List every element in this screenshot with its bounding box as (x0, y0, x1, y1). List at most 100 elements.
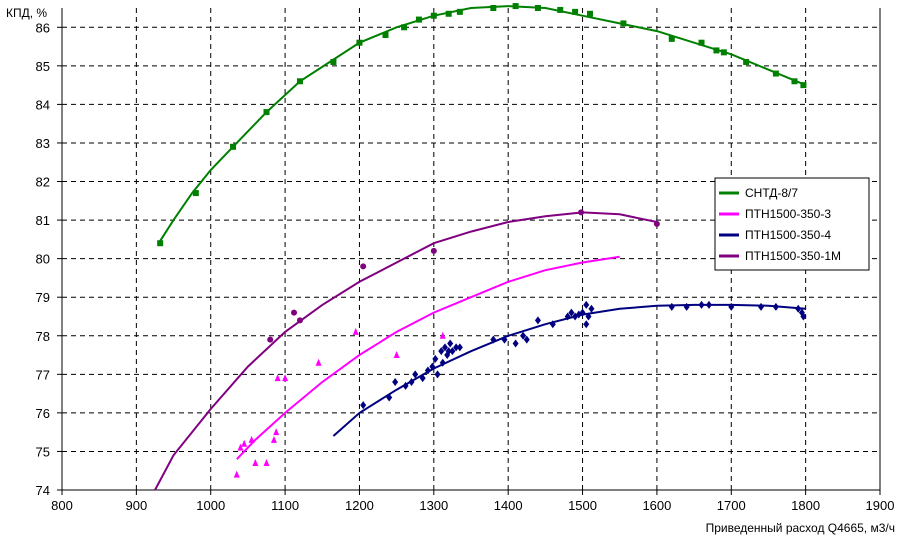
x-tick-label: 800 (51, 498, 73, 513)
data-point (432, 354, 439, 363)
data-point (424, 366, 431, 375)
data-point (720, 49, 727, 56)
x-tick-label: 1900 (866, 498, 895, 513)
data-point (772, 70, 779, 77)
series-line (154, 211, 658, 491)
data-point (512, 339, 519, 348)
data-point (430, 12, 437, 19)
data-point (315, 358, 322, 366)
data-point (386, 393, 393, 402)
data-point (572, 8, 579, 15)
y-tick-label: 84 (36, 97, 50, 112)
data-point (501, 335, 508, 344)
series-line (236, 255, 620, 460)
legend-label: ПТН1500-350-1М (745, 249, 841, 263)
x-tick-label: 1000 (196, 498, 225, 513)
legend-label: ПТН1500-350-3 (745, 207, 831, 221)
data-point (401, 24, 408, 31)
data-point (296, 78, 303, 85)
data-point (578, 209, 585, 216)
data-point (330, 58, 337, 65)
data-point (456, 343, 463, 352)
data-point (512, 3, 519, 10)
data-point (392, 378, 399, 387)
data-point (445, 10, 452, 17)
data-point (586, 10, 593, 17)
y-tick-label: 75 (36, 444, 50, 459)
x-tick-label: 900 (126, 498, 148, 513)
data-point (758, 302, 765, 311)
legend-label: СНТД-8/7 (745, 186, 798, 200)
data-point (698, 300, 705, 309)
data-point (282, 374, 289, 382)
data-point (453, 343, 460, 352)
data-point (800, 312, 807, 321)
y-tick-label: 83 (36, 136, 50, 151)
data-point (583, 320, 590, 329)
data-point (653, 220, 660, 227)
y-tick-label: 74 (36, 483, 50, 498)
data-point (274, 374, 281, 382)
data-point (795, 304, 802, 313)
data-point (523, 335, 530, 344)
data-point (490, 335, 497, 344)
x-tick-label: 1600 (642, 498, 671, 513)
data-point (585, 312, 592, 321)
x-tick-label: 1400 (494, 498, 523, 513)
data-point (430, 247, 437, 254)
x-tick-label: 1200 (345, 498, 374, 513)
data-point (520, 331, 527, 340)
data-point (583, 300, 590, 309)
data-point (568, 308, 575, 317)
data-point (296, 317, 303, 324)
data-point (439, 331, 446, 339)
data-point (263, 109, 270, 116)
x-tick-label: 1800 (791, 498, 820, 513)
legend-label: ПТН1500-350-4 (745, 228, 831, 242)
data-point (668, 35, 675, 42)
data-point (579, 308, 586, 317)
data-point (456, 8, 463, 15)
y-tick-label: 86 (36, 20, 50, 35)
x-tick-label: 1500 (568, 498, 597, 513)
y-tick-label: 80 (36, 252, 50, 267)
data-point (438, 347, 445, 356)
data-point (352, 327, 359, 335)
data-point (273, 428, 280, 436)
data-point (429, 362, 436, 371)
data-point (620, 20, 627, 27)
data-point (360, 401, 367, 410)
x-tick-label: 1100 (271, 498, 299, 513)
x-axis-title: Приведенный расход Q4665, м3/ч (706, 521, 895, 535)
data-point (668, 302, 675, 311)
data-point (588, 304, 595, 313)
y-tick-label: 81 (36, 213, 50, 228)
data-point (267, 336, 274, 343)
data-point (402, 381, 409, 390)
data-point (698, 39, 705, 46)
data-point (412, 370, 419, 379)
y-axis-title: КПД, % (6, 6, 47, 20)
data-point (791, 78, 798, 85)
data-point (415, 16, 422, 23)
data-point (439, 358, 446, 367)
data-point (263, 459, 270, 467)
plot-area: 800 900 1000 1100 1200 1300 1400 1500 1600 1700 18… (36, 3, 895, 513)
data-point (490, 5, 497, 11)
legend-box (714, 177, 870, 271)
data-point (705, 300, 712, 309)
y-tick-label: 85 (36, 59, 50, 74)
data-point (447, 339, 454, 348)
data-point (557, 6, 564, 13)
y-tick-label: 78 (36, 329, 50, 344)
data-point (241, 439, 248, 447)
data-point (291, 309, 298, 316)
data-point (441, 343, 448, 352)
data-point (743, 58, 750, 65)
data-point (252, 459, 259, 467)
data-point (683, 302, 690, 311)
data-point (248, 435, 255, 443)
data-point (233, 470, 240, 478)
data-point (393, 351, 400, 359)
